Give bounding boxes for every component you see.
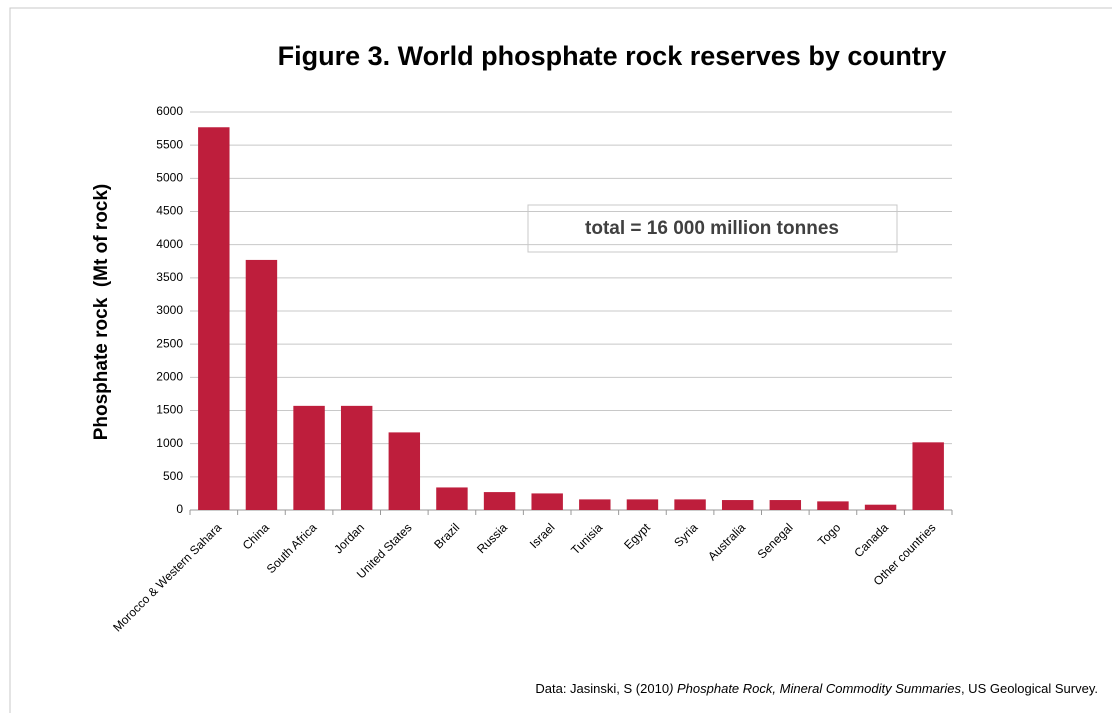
y-axis-label: Phosphate rock (Mt of rock) <box>91 184 112 441</box>
y-tick-label: 0 <box>176 502 183 516</box>
y-tick-label: 3500 <box>156 270 183 284</box>
bar <box>293 405 325 510</box>
bar <box>721 500 754 510</box>
bar <box>769 500 802 510</box>
y-tick-label: 4000 <box>156 237 183 251</box>
frame <box>9 7 1112 713</box>
y-tick-label: 3000 <box>156 303 183 317</box>
source-part: , US Geological Survey. <box>961 681 1098 696</box>
source-part: Data: Jasinski, S (2010 <box>535 681 669 696</box>
chart-title: Figure 3. World phosphate rock reserves … <box>278 41 947 71</box>
y-tick-label: 2000 <box>156 370 183 384</box>
y-tick-label: 5500 <box>156 137 183 151</box>
bar <box>340 405 373 510</box>
y-tick-label: 6000 <box>156 104 183 118</box>
bar <box>531 493 563 510</box>
bar <box>912 442 944 510</box>
source-part: ) Phosphate Rock, Mineral Commodity Summ… <box>667 681 961 696</box>
bar <box>388 432 421 510</box>
bar <box>579 499 611 510</box>
y-tick-label: 1000 <box>156 436 183 450</box>
y-tick-label: 500 <box>163 469 183 483</box>
bar <box>817 501 849 510</box>
y-tick-label: 1500 <box>156 403 183 417</box>
bar <box>483 492 516 510</box>
bar <box>198 127 230 511</box>
bar <box>626 499 659 510</box>
annotation: total = 16 000 million tonnes <box>585 218 839 239</box>
y-tick-label: 5000 <box>156 171 183 185</box>
bar <box>674 499 706 510</box>
source: Data: Jasinski, S (2010) Phosphate Rock,… <box>535 681 1098 696</box>
y-tick-label: 4500 <box>156 204 183 218</box>
bar <box>245 259 278 510</box>
bar <box>864 504 897 510</box>
y-tick-label: 2500 <box>156 336 183 350</box>
bar <box>436 487 468 510</box>
